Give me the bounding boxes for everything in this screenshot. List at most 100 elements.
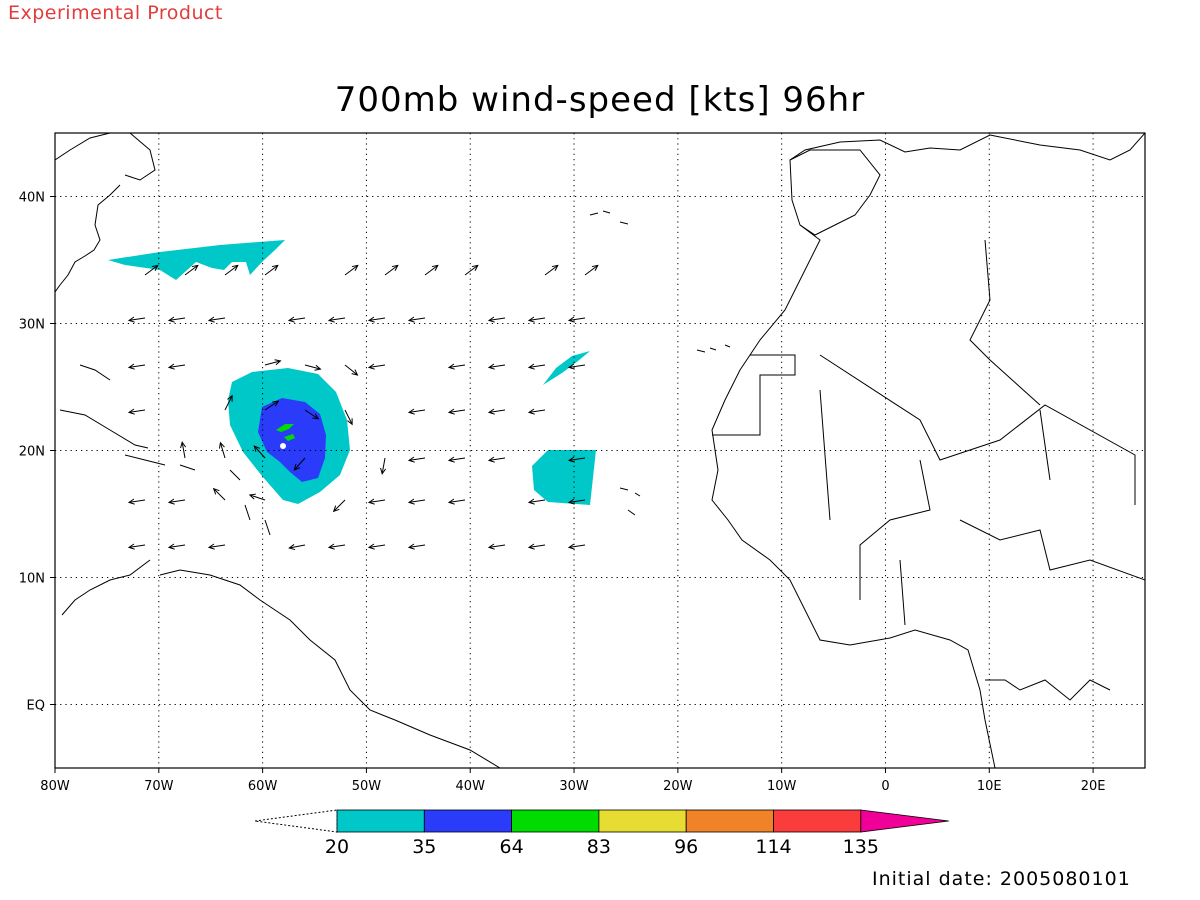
wind-arrow — [527, 316, 546, 323]
wind-arrow — [264, 359, 282, 366]
wind-arrow — [144, 264, 159, 276]
wind-arrow — [527, 363, 546, 370]
wind-arrow — [407, 543, 426, 550]
wind-arrow — [367, 543, 386, 550]
lon-tick-label: 20E — [1081, 779, 1106, 794]
wind-arrow — [567, 316, 586, 323]
colorbar-level-label: 83 — [587, 836, 611, 858]
wind-arrow — [447, 408, 466, 415]
wind-arrow — [327, 543, 346, 550]
colorbar-level-label: 35 — [412, 836, 436, 858]
wind-arrow — [207, 316, 226, 323]
wind-shading — [108, 240, 596, 505]
wind-arrow — [367, 316, 386, 323]
wind-arrow — [367, 498, 386, 505]
wind-arrow — [487, 456, 506, 463]
wind-arrow — [167, 316, 186, 323]
wind-arrow — [218, 441, 226, 459]
coast-iberia — [789, 149, 881, 236]
lat-tick-label: 10N — [19, 572, 45, 587]
wind-arrow — [567, 363, 586, 370]
coastlines — [55, 133, 1145, 768]
wind-arrow — [367, 363, 386, 370]
wind-arrow — [253, 445, 266, 459]
colorbar-swatch — [336, 809, 425, 833]
colorbar-level-label: 96 — [674, 836, 698, 858]
wind-arrow — [424, 264, 439, 276]
coast-caribbean-islands — [59, 364, 271, 536]
wind-arrow — [407, 316, 426, 323]
wind-arrow — [380, 457, 387, 475]
wind-arrow — [167, 543, 186, 550]
wind-vectors — [127, 264, 599, 551]
wind-arrow — [293, 457, 306, 471]
wind-arrow — [344, 264, 359, 276]
wind-arrow — [127, 316, 146, 323]
wind-arrow — [248, 493, 266, 501]
lon-tick-label: 40W — [456, 779, 486, 794]
wind-arrow — [527, 498, 546, 505]
lon-tick-label: 20W — [663, 779, 693, 794]
wind-arrow — [527, 543, 546, 550]
wind-arrow — [167, 363, 186, 370]
lon-tick-label: 10E — [977, 779, 1002, 794]
wind-arrow — [567, 543, 586, 550]
wind-arrow — [304, 409, 320, 420]
wind-arrow — [224, 264, 239, 276]
wind-arrow — [332, 499, 346, 513]
colorbar-swatch — [511, 809, 600, 833]
initial-date: Initial date: 2005080101 — [872, 868, 1131, 890]
wind-arrow — [264, 264, 279, 276]
lat-tick-label: 20N — [19, 445, 45, 460]
wind-arrow — [184, 264, 199, 276]
wind-arrow — [264, 400, 280, 411]
wind-arrow — [224, 394, 233, 411]
wind-arrow — [544, 264, 559, 276]
wind-arrow — [584, 264, 599, 276]
lon-tick-label: 70W — [144, 779, 174, 794]
wind-arrow — [344, 364, 359, 376]
wind-arrow — [304, 364, 322, 371]
wind-arrow — [212, 487, 226, 501]
wind-arrow — [127, 543, 146, 550]
wind-arrow — [487, 363, 506, 370]
colorbar-swatch — [685, 809, 774, 833]
lat-tick-label: 30N — [19, 318, 45, 333]
wind-arrow — [327, 316, 346, 323]
lon-tick-label: 80W — [40, 779, 70, 794]
african-borders — [712, 239, 1145, 626]
colorbar-level-label: 114 — [755, 836, 791, 858]
wind-arrow — [344, 409, 353, 426]
wind-arrow — [487, 408, 506, 415]
coast-canaries — [696, 344, 731, 353]
wind-arrow — [287, 316, 306, 323]
wind-arrow — [567, 498, 586, 505]
coast-azores — [589, 210, 629, 225]
shade-storm-inner — [258, 398, 326, 482]
map-title: 700mb wind-speed [kts] 96hr — [334, 80, 866, 120]
lat-lon-grid — [55, 133, 1145, 768]
colorbar: 20 35 64 83 96 114 135 — [254, 809, 949, 858]
colorbar-level-label: 20 — [325, 836, 349, 858]
colorbar-swatch — [598, 809, 687, 833]
colorbar-low-triangle — [254, 809, 338, 833]
wind-arrow — [447, 498, 466, 505]
shade-band-north — [108, 240, 285, 280]
wind-arrow — [567, 456, 586, 463]
storm-eye — [280, 443, 286, 449]
wind-arrow — [167, 498, 186, 505]
wind-arrow — [407, 456, 426, 463]
colorbar-high-triangle — [860, 809, 949, 833]
wind-arrow — [487, 316, 506, 323]
colorbar-level-label: 135 — [843, 836, 879, 858]
shade-block-east — [532, 450, 596, 505]
experimental-product-label: Experimental Product — [8, 2, 223, 24]
shade-streak — [543, 351, 590, 385]
lon-tick-label: 60W — [248, 779, 278, 794]
colorbar-swatch — [773, 809, 862, 833]
wind-arrow — [447, 456, 466, 463]
wind-arrow — [127, 498, 146, 505]
coast-north-america — [55, 133, 156, 293]
wind-arrow — [180, 441, 187, 459]
